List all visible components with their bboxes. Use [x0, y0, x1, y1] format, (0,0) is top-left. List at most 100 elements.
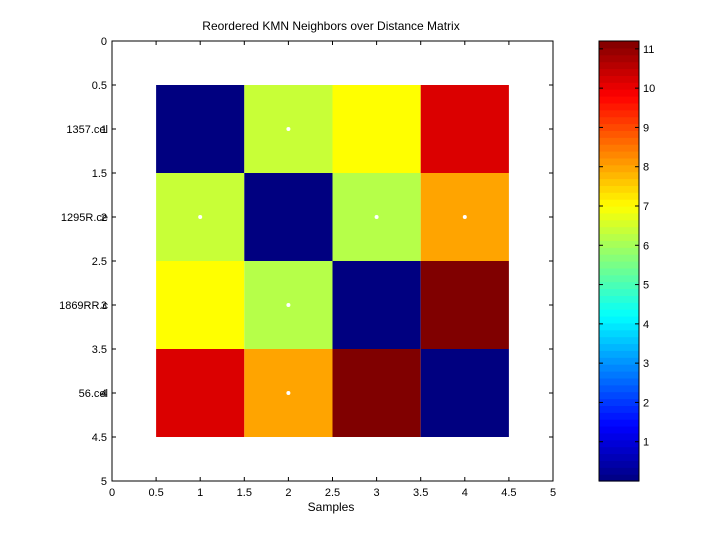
heatmap-cell: [332, 261, 421, 349]
colorbar-segment: [599, 219, 639, 228]
colorbar-segment: [599, 398, 639, 406]
chart-title: Reordered KMN Neighbors over Distance Ma…: [202, 19, 459, 33]
colorbar-segment: [599, 109, 639, 118]
y-tick-label: 1.5: [92, 168, 107, 180]
x-tick-label: 3.5: [413, 487, 428, 499]
y-axis-ticks: 0 0.5 1.5 2.5 3.5 4.5 5: [92, 36, 553, 488]
x-tick-label: 4: [462, 487, 468, 499]
colorbar-segment: [599, 274, 639, 283]
colorbar-segment: [599, 302, 639, 310]
colorbar-segment: [599, 54, 639, 63]
colorbar-segment: [599, 171, 639, 180]
colorbar-segment: [599, 405, 639, 413]
row-label: 1295R.ce: [61, 212, 108, 224]
colorbar-segment: [599, 185, 639, 193]
colorbar-segment: [599, 82, 639, 90]
neighbor-markers: [198, 127, 467, 395]
colorbar-segment: [599, 281, 639, 290]
neighbor-marker: [286, 303, 291, 307]
colorbar-segment: [599, 350, 639, 358]
row-tick-label: 3: [101, 300, 107, 312]
colorbar-tick-label: 9: [643, 122, 649, 134]
colorbar-segment: [599, 151, 639, 159]
colorbar: 1 2 3 4 5 6 7 8 9 10 11: [598, 40, 655, 482]
row-tick-label: 4: [101, 388, 107, 400]
x-tick-label: 2.5: [325, 487, 340, 499]
colorbar-segment: [599, 288, 639, 296]
colorbar-segment: [599, 336, 639, 345]
colorbar-tick-label: 5: [643, 280, 649, 292]
y-tick-label: 0: [101, 36, 107, 48]
colorbar-segment: [599, 212, 639, 221]
colorbar-segment: [599, 247, 639, 255]
colorbar-tick-label: 7: [643, 201, 649, 213]
heatmap-cell: [420, 349, 509, 437]
y-tick-label: 3.5: [92, 344, 107, 356]
neighbor-marker: [374, 215, 379, 219]
y-tick-label: 4.5: [92, 432, 107, 444]
colorbar-tick-label: 10: [643, 83, 655, 95]
colorbar-segment: [599, 474, 639, 482]
colorbar-segment: [599, 206, 639, 214]
colorbar-segment: [599, 309, 639, 317]
neighbor-marker: [286, 127, 291, 131]
x-tick-label: 3: [374, 487, 380, 499]
row-label: 1357.cel: [66, 124, 108, 136]
colorbar-segment: [599, 137, 639, 145]
heatmap-cell: [156, 349, 245, 437]
heatmap-cell: [156, 261, 245, 349]
neighbor-marker: [198, 215, 203, 219]
colorbar-segment: [599, 432, 639, 441]
colorbar-segment: [599, 144, 639, 152]
x-tick-label: 1: [197, 487, 203, 499]
colorbar-segment: [599, 41, 639, 49]
colorbar-segment: [599, 371, 639, 379]
x-tick-label: 4.5: [501, 487, 516, 499]
colorbar-segment: [599, 384, 639, 393]
row-label: 1869RR.c: [59, 300, 108, 312]
heatmap-cell: [332, 85, 421, 173]
colorbar-segment: [599, 460, 639, 468]
colorbar-segment: [599, 123, 639, 131]
row-tick-label: 2: [101, 212, 107, 224]
colorbar-segment: [599, 254, 639, 262]
colorbar-tick-label: 2: [643, 397, 649, 409]
heatmap-cell: [244, 173, 333, 261]
y-tick-label: 5: [101, 476, 107, 488]
colorbar-tick-label: 1: [643, 437, 649, 449]
colorbar-segment: [599, 316, 639, 324]
colorbar-segment: [599, 178, 639, 186]
neighbor-marker: [462, 215, 467, 219]
colorbar-segment: [599, 75, 639, 83]
heatmap-cells: [156, 85, 509, 437]
row-label: 56.cel: [79, 388, 108, 400]
colorbar-segment: [599, 47, 639, 56]
colorbar-segment: [599, 192, 639, 200]
heatmap-cell: [332, 349, 421, 437]
colorbar-tick-label: 8: [643, 162, 649, 174]
colorbar-segment: [599, 295, 639, 303]
colorbar-segment: [599, 61, 639, 70]
colorbar-segment: [599, 199, 639, 207]
colorbar-segment: [599, 357, 639, 365]
colorbar-segment: [599, 343, 639, 351]
x-axis-ticks: 0 0.5 1 1.5 2 2.5 3 3.5 4 4.5 5: [109, 41, 556, 499]
colorbar-segment: [599, 130, 639, 138]
colorbar-segment: [599, 267, 639, 276]
colorbar-segment: [599, 322, 639, 331]
colorbar-segment: [599, 226, 639, 235]
x-tick-label: 5: [550, 487, 556, 499]
colorbar-segment: [599, 446, 639, 455]
colorbar-segment: [599, 157, 639, 166]
colorbar-segment: [599, 89, 639, 97]
colorbar-segment: [599, 102, 639, 111]
colorbar-segment: [599, 467, 639, 475]
colorbar-segment: [599, 377, 639, 386]
x-tick-label: 2: [285, 487, 291, 499]
x-tick-label: 1.5: [237, 487, 252, 499]
colorbar-segment: [599, 164, 639, 173]
y-tick-label: 0.5: [92, 80, 107, 92]
x-tick-label: 0: [109, 487, 115, 499]
colorbar-segment: [599, 419, 639, 427]
neighbor-marker: [286, 391, 291, 395]
